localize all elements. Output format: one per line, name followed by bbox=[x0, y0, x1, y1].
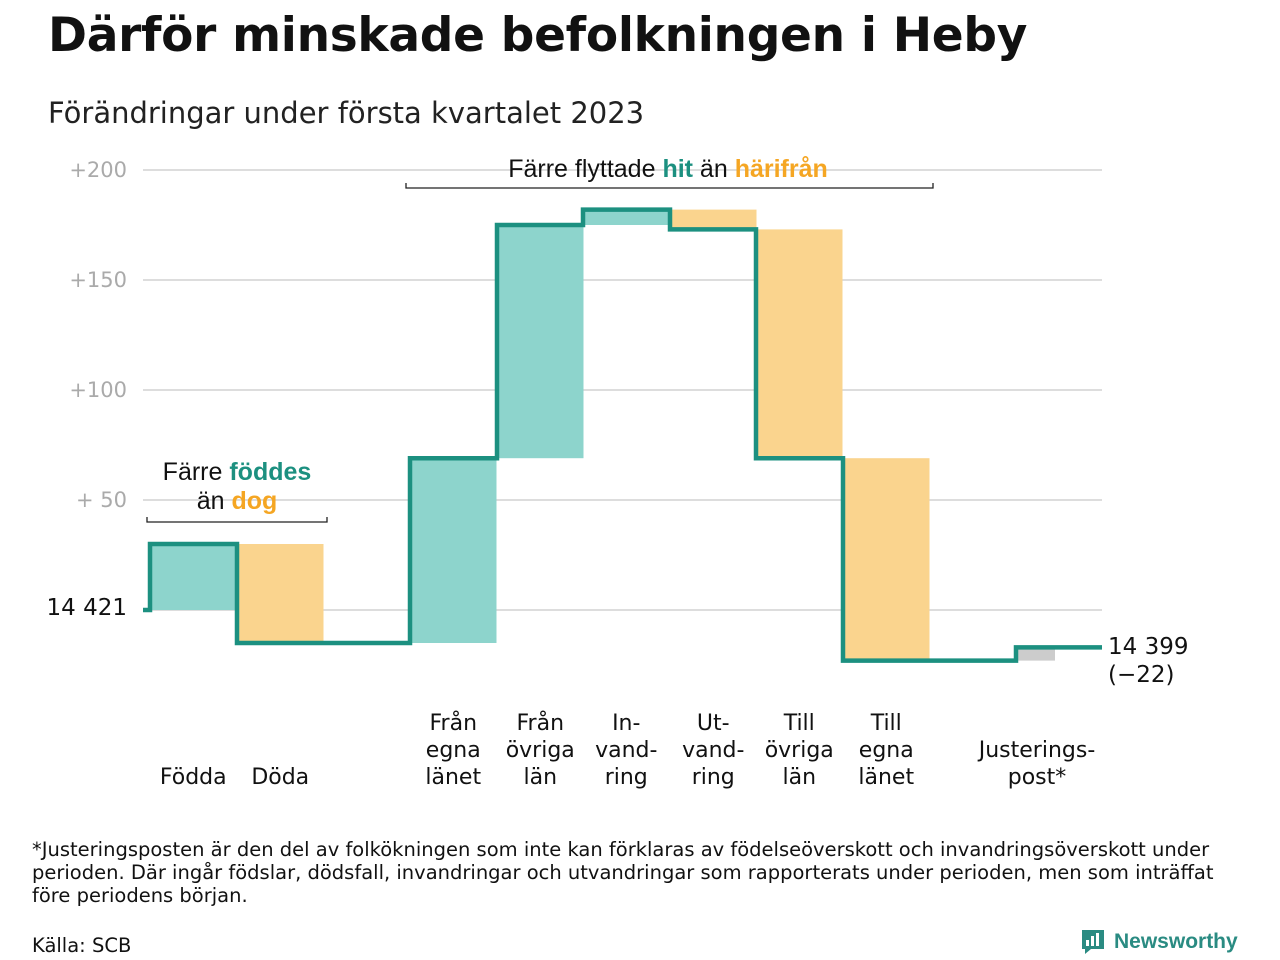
end-value-label: 14 399 bbox=[1108, 634, 1188, 660]
brand-name: Newsworthy bbox=[1114, 930, 1238, 953]
category-label: ring bbox=[605, 765, 648, 790]
y-tick-label: + 50 bbox=[76, 488, 127, 512]
annotation-part: än bbox=[693, 155, 735, 183]
annotation-part: Färre bbox=[163, 458, 230, 486]
category-label: Döda bbox=[251, 765, 309, 790]
y-tick-label: +100 bbox=[69, 378, 127, 402]
category-label: Från bbox=[429, 710, 477, 736]
chart-title: Därför minskade befolkningen i Heby bbox=[48, 8, 1028, 63]
category-label: post* bbox=[1008, 765, 1067, 790]
start-value-label: 14 421 bbox=[47, 595, 127, 621]
annotation-part: än bbox=[197, 487, 232, 515]
footnote: *Justeringsposten är den del av folkökni… bbox=[32, 838, 1214, 907]
annotation-text: Färre flyttade hit än härifrån bbox=[508, 155, 828, 183]
net-change-label: (−22) bbox=[1108, 662, 1174, 688]
category-labels: Födda DödaFrånegnalänetFrånövrigalänIn-va… bbox=[160, 710, 1095, 790]
cumulative-line bbox=[143, 207, 1102, 663]
annotation-text: än dog bbox=[197, 487, 278, 515]
category-label: Ut- bbox=[697, 711, 730, 736]
category-label: övriga bbox=[765, 738, 834, 763]
category-label: vand- bbox=[682, 738, 744, 763]
category-label: länet bbox=[858, 765, 914, 790]
annotation-part: föddes bbox=[229, 458, 311, 486]
bar-decrease bbox=[670, 209, 757, 230]
bar-increase bbox=[410, 458, 497, 643]
annotation-text: Färre föddes bbox=[163, 458, 312, 486]
category-label: egna bbox=[426, 738, 481, 763]
category-label: egna bbox=[859, 738, 914, 763]
bar-increase bbox=[583, 209, 670, 225]
bar-increase bbox=[150, 544, 237, 610]
annotation-bracket bbox=[146, 517, 328, 523]
category-label: Från bbox=[516, 710, 564, 736]
annotation-bracket bbox=[405, 183, 934, 189]
bar-increase bbox=[497, 225, 584, 459]
category-label: Till bbox=[870, 711, 902, 736]
category-label: Födda bbox=[160, 765, 227, 790]
gridlines bbox=[143, 169, 1102, 611]
bar-decrease bbox=[843, 458, 930, 661]
category-label: länet bbox=[425, 765, 481, 790]
bar-decrease bbox=[237, 544, 324, 643]
value-labels: 14 421 14 399(−22) bbox=[47, 595, 1189, 688]
bar-chart-speech-icon bbox=[1082, 930, 1104, 954]
category-label: övriga bbox=[506, 738, 575, 763]
bar-adjustment bbox=[1016, 647, 1055, 661]
source-note: Källa: SCB bbox=[32, 934, 132, 957]
bar-decrease bbox=[756, 229, 843, 459]
annotation-part: dog bbox=[231, 487, 277, 515]
y-tick-label: +200 bbox=[69, 158, 127, 182]
category-label: Justerings- bbox=[977, 738, 1096, 763]
category-label: In- bbox=[612, 711, 640, 736]
brand-logo: Newsworthy bbox=[1080, 928, 1238, 956]
category-label: Till bbox=[783, 711, 815, 736]
category-label: vand- bbox=[595, 738, 657, 763]
y-tick-label: +150 bbox=[69, 268, 127, 292]
category-label: län bbox=[782, 765, 816, 790]
annotation-part: Färre flyttade bbox=[508, 155, 662, 183]
annotation-part: hit bbox=[662, 155, 693, 183]
chart-subtitle: Förändringar under första kvartalet 2023 bbox=[48, 96, 645, 130]
category-label: ring bbox=[692, 765, 735, 790]
annotation-part: härifrån bbox=[735, 155, 828, 183]
y-axis-ticks: + 50 +100 +150 +200 bbox=[69, 158, 127, 512]
category-label: län bbox=[523, 765, 557, 790]
bars bbox=[150, 209, 1055, 661]
